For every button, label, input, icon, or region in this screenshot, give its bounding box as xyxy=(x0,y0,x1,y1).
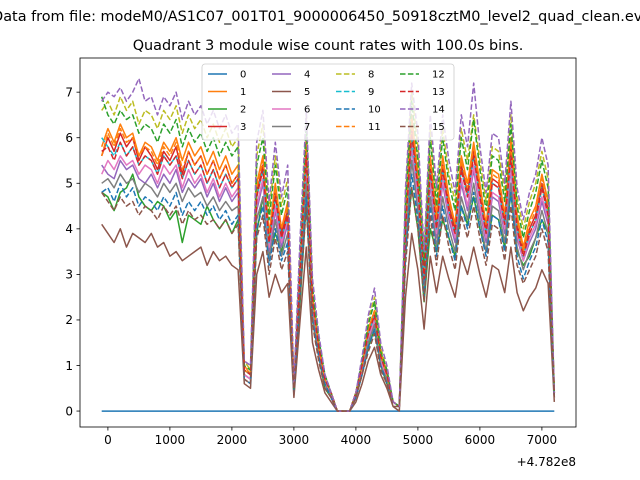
legend-entry-label: 11 xyxy=(368,122,381,133)
x-tick-label: 2000 xyxy=(217,433,248,447)
series-line-14 xyxy=(101,77,556,412)
legend-entry-label: 14 xyxy=(432,105,445,116)
x-tick-label: 6000 xyxy=(465,433,496,447)
x-tick-label: 5000 xyxy=(403,433,434,447)
series-line-10 xyxy=(101,173,556,412)
legend-entry-label: 12 xyxy=(432,70,445,81)
legend-entry-label: 5 xyxy=(304,87,310,98)
y-tick-label: 2 xyxy=(65,313,73,327)
legend-entry-label: 2 xyxy=(240,105,246,116)
y-tick-label: 3 xyxy=(65,268,73,282)
legend-entry-label: 13 xyxy=(432,87,445,98)
y-tick-label: 1 xyxy=(65,359,73,373)
y-tick-label: 7 xyxy=(65,85,73,99)
series-lines xyxy=(100,77,556,412)
x-tick-label: 4000 xyxy=(341,433,372,447)
series-line-13 xyxy=(101,132,556,412)
axis-ticks: 0 1000 2000 3000 4000 5000 6000 7000 0 1 2 3 4 5 6 7 xyxy=(65,85,557,447)
legend-entry-label: 4 xyxy=(304,70,310,81)
figure-suptitle: Data from file: modeM0/AS1C07_001T01_900… xyxy=(0,9,640,25)
y-tick-label: 0 xyxy=(65,404,73,418)
y-tick-label: 6 xyxy=(65,131,73,145)
x-tick-label: 0 xyxy=(104,433,112,447)
x-tick-label: 1000 xyxy=(155,433,186,447)
chart-title: Quadrant 3 module wise count rates with … xyxy=(133,38,524,54)
legend-entry-label: 7 xyxy=(304,122,310,133)
series-line-15 xyxy=(101,187,556,412)
y-tick-label: 4 xyxy=(65,222,73,236)
legend-entry-label: 1 xyxy=(240,87,246,98)
legend-entry-label: 6 xyxy=(304,105,310,116)
legend-entry-label: 10 xyxy=(368,105,381,116)
legend-entry-label: 9 xyxy=(368,87,374,98)
legend-entry-label: 15 xyxy=(432,122,445,133)
x-tick-label: 3000 xyxy=(279,433,310,447)
legend-entry-label: 0 xyxy=(240,70,246,81)
y-tick-label: 5 xyxy=(65,177,73,191)
legend-frame xyxy=(201,63,455,141)
axes-frame xyxy=(79,57,577,428)
series-line-5 xyxy=(101,223,556,412)
x-offset-label: +4.782e8 xyxy=(517,455,576,469)
legend-entry-label: 3 xyxy=(240,122,246,133)
x-tick-label: 7000 xyxy=(527,433,558,447)
legend-entry-label: 8 xyxy=(368,70,374,81)
